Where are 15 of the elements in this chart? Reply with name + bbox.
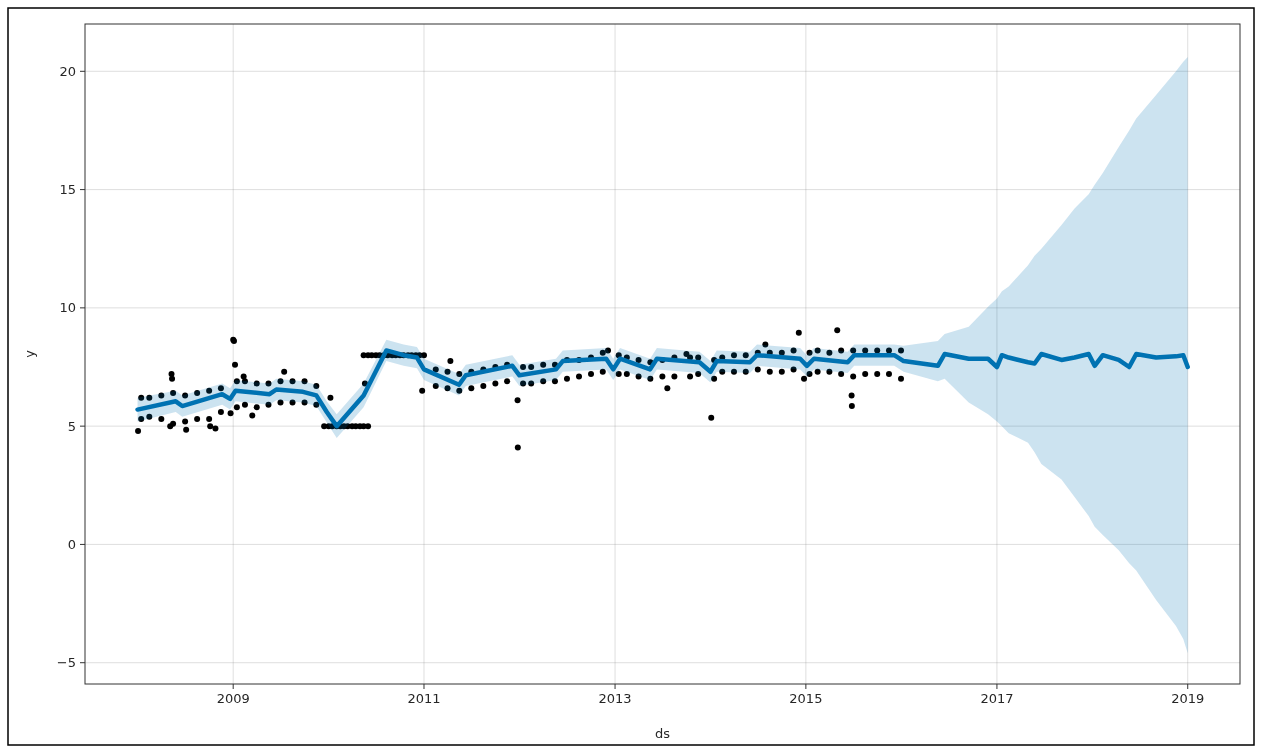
y-tick-label: 10 (59, 300, 76, 316)
x-tick-label: 2015 (789, 690, 823, 706)
y-tick-label: 15 (59, 182, 76, 198)
x-tick-label: 2009 (216, 690, 250, 706)
line-series (135, 348, 1190, 429)
y-tick-label: −5 (56, 655, 76, 671)
x-tick-label: 2019 (1171, 690, 1205, 706)
y-tick-label: 0 (67, 536, 76, 552)
y-tick-label: 5 (67, 418, 76, 434)
x-tick-label: 2017 (980, 690, 1014, 706)
y-axis-title: y (22, 349, 37, 358)
x-axis-title: ds (654, 726, 671, 741)
x-tick-label: 2013 (598, 690, 632, 706)
x-tick-label: 2011 (407, 690, 441, 706)
y-tick-label: 20 (59, 63, 76, 79)
